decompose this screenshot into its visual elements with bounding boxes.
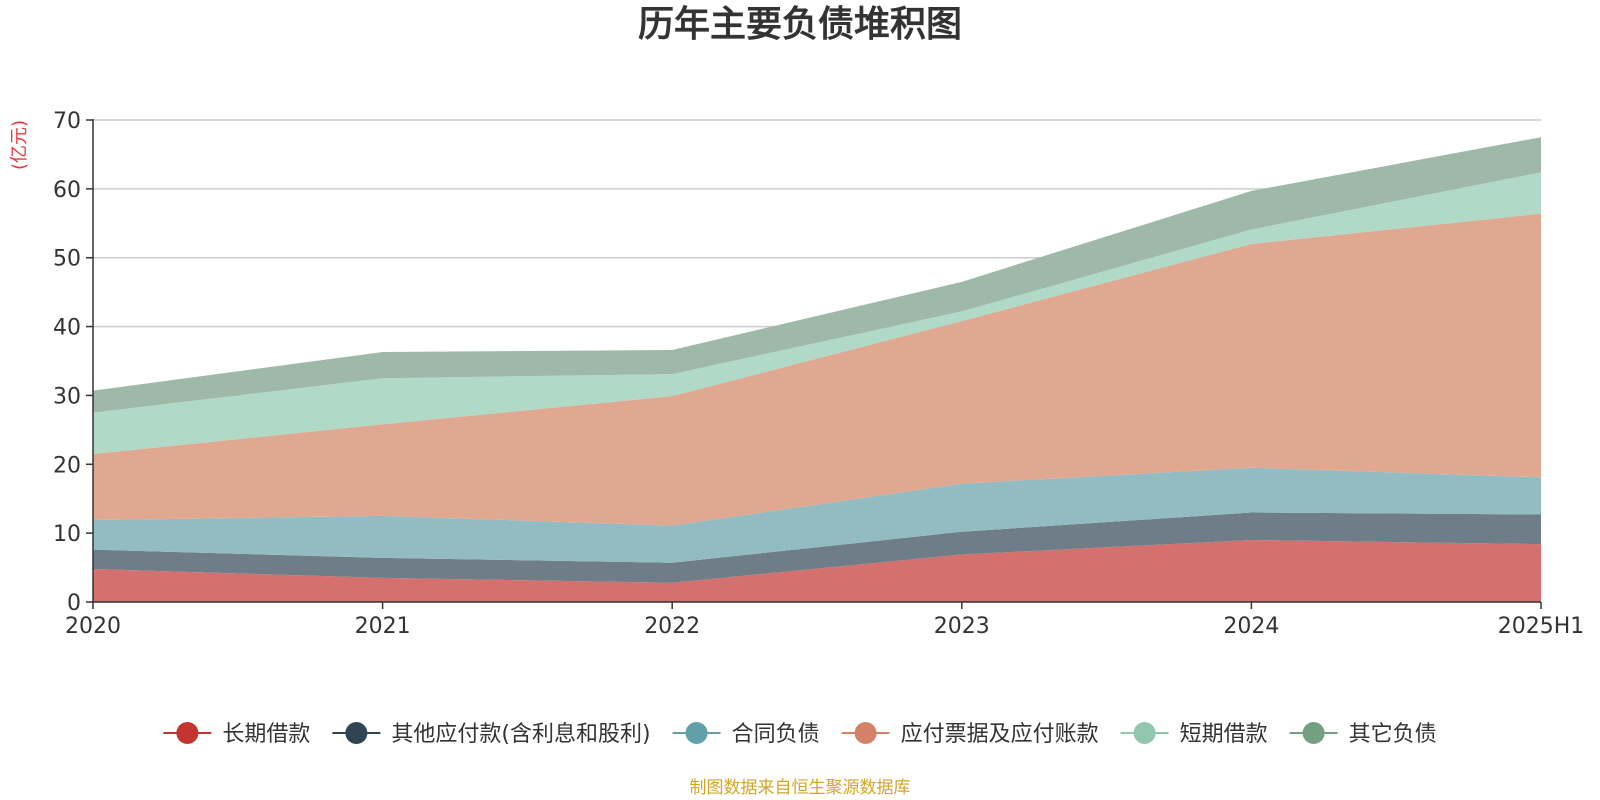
y-tick-label-6: 60: [53, 178, 81, 203]
y-axis-unit-label: (亿元): [9, 120, 30, 170]
x-tick-label-1: 2021: [355, 614, 411, 639]
legend-marker-2: [685, 722, 708, 744]
y-tick-label-4: 40: [53, 316, 81, 341]
legend-marker-4: [1133, 722, 1156, 744]
area-series-1: [93, 512, 1541, 583]
x-tick-label-0: 2020: [65, 614, 121, 639]
y-tick-label-1: 10: [53, 522, 81, 547]
legend-label-0: 长期借款: [222, 722, 310, 747]
legend-label-4: 短期借款: [1180, 722, 1268, 747]
legend-label-3: 应付票据及应付账款: [901, 722, 1099, 747]
legend-item-1[interactable]: 其他应付款(含利息和股利): [332, 722, 651, 747]
legend-label-5: 其它负债: [1349, 722, 1437, 747]
legend-label-2: 合同负债: [732, 722, 820, 747]
y-tick-label-7: 70: [53, 109, 81, 134]
area-series-4: [93, 172, 1541, 454]
x-tick-label-2: 2022: [644, 614, 700, 639]
chart-title: 历年主要负债堆积图: [638, 4, 962, 45]
legend-label-1: 其他应付款(含利息和股利): [391, 722, 650, 747]
y-tick-label-3: 30: [53, 384, 81, 409]
x-tick-label-4: 2024: [1223, 614, 1279, 639]
legend-marker-0: [176, 722, 199, 744]
data-source-note: 制图数据来自恒生聚源数据库: [690, 778, 911, 798]
legend-item-0[interactable]: 长期借款: [163, 722, 310, 747]
legend-item-5[interactable]: 其它负债: [1289, 722, 1437, 747]
y-tick-label-0: 0: [67, 591, 81, 616]
area-series-0: [93, 540, 1541, 602]
y-tick-label-5: 50: [53, 247, 81, 272]
legend-item-3[interactable]: 应付票据及应付账款: [841, 722, 1099, 747]
x-tick-label-5: 2025H1: [1498, 614, 1585, 639]
legend-marker-5: [1302, 722, 1325, 744]
legend-marker-1: [345, 722, 368, 744]
axis-layer: 0 10 20 30 40 50 60 70 2020 2021 2022 2023 2024 2025H…: [53, 109, 1584, 639]
legend-item-2[interactable]: 合同负债: [672, 722, 820, 747]
x-tick-label-3: 2023: [934, 614, 990, 639]
area-series-3: [93, 213, 1541, 526]
area-layer: [93, 137, 1541, 602]
area-series-5: [93, 137, 1541, 413]
legend: 长期借款 其他应付款(含利息和股利) 合同负债 应付票据及应付账款 短期借款 其它负债: [163, 722, 1437, 747]
legend-marker-3: [854, 722, 877, 744]
area-series-2: [93, 467, 1541, 563]
y-tick-label-2: 20: [53, 453, 81, 478]
legend-item-4[interactable]: 短期借款: [1120, 722, 1268, 747]
